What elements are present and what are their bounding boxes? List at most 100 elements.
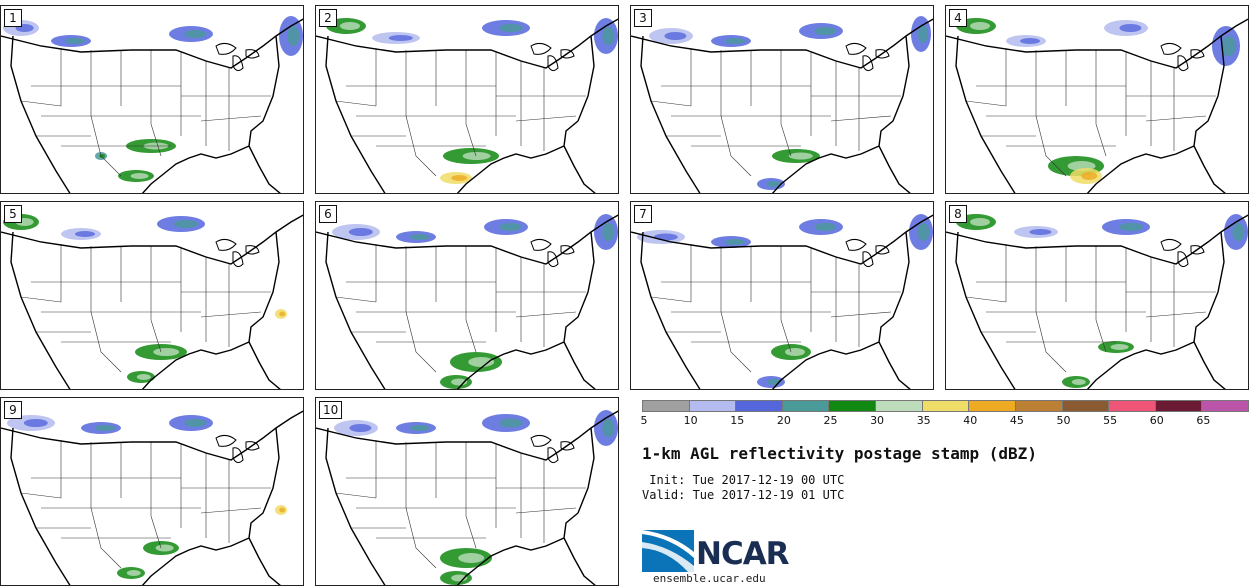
great-lakes — [845, 42, 890, 72]
member-label: 10 — [319, 401, 343, 419]
state-borders — [965, 244, 1216, 373]
reflectivity-core — [917, 223, 930, 241]
ensemble-panel: 4 — [945, 5, 1249, 194]
logo-url: ensemble.ucar.edu — [653, 572, 766, 585]
coastline — [631, 214, 933, 389]
reflectivity-core — [410, 425, 430, 431]
colorbar-tick-label: 50 — [1056, 414, 1071, 427]
member-label: 6 — [319, 205, 337, 223]
reflectivity-map — [631, 16, 933, 193]
reflectivity-core — [153, 348, 180, 356]
valid-time: Valid: Tue 2017-12-19 01 UTC — [642, 488, 845, 502]
coastline — [1, 410, 303, 585]
colorbar-swatch — [875, 400, 923, 412]
reflectivity-core — [468, 357, 495, 367]
state-borders — [335, 244, 586, 373]
west-coastline — [955, 35, 1016, 193]
member-label: 9 — [4, 401, 22, 419]
reflectivity-core — [287, 26, 300, 46]
reflectivity-core — [451, 175, 468, 181]
reflectivity-core — [602, 223, 615, 241]
colorbar-tick-label: 20 — [776, 414, 791, 427]
reflectivity-map — [946, 18, 1248, 193]
ensemble-panel: 5 — [0, 201, 304, 390]
logo-wordmark: NCAR — [696, 536, 790, 572]
member-label: 2 — [319, 9, 337, 27]
state-borders — [650, 244, 901, 373]
reflectivity-core — [23, 419, 48, 427]
reflectivity-core — [785, 348, 805, 356]
west-coastline — [955, 231, 1016, 389]
great-lakes — [530, 434, 575, 464]
colorbar-tick-label: 40 — [963, 414, 978, 427]
reflectivity-map — [1, 214, 303, 389]
colorbar-swatch — [1108, 400, 1156, 412]
colorbar-tick-label: 30 — [870, 414, 885, 427]
reflectivity-core — [410, 234, 430, 240]
reflectivity-core — [75, 231, 95, 237]
reflectivity-core — [814, 223, 837, 231]
figure-title: 1-km AGL reflectivity postage stamp (dBZ… — [642, 444, 1037, 463]
colorbar-swatch — [1061, 400, 1110, 412]
reflectivity-map — [1, 16, 303, 193]
colorbar-swatch — [688, 400, 737, 412]
member-label: 4 — [949, 9, 967, 27]
state-borders — [20, 48, 271, 177]
reflectivity-map — [316, 214, 618, 389]
state-borders — [20, 244, 271, 373]
ensemble-panel: 7 — [630, 201, 934, 390]
reflectivity-core — [130, 173, 149, 179]
great-lakes — [530, 238, 575, 268]
reflectivity-core — [349, 424, 372, 432]
state-borders — [650, 48, 901, 177]
coastline — [946, 18, 1248, 193]
reflectivity-core — [788, 152, 813, 160]
west-coastline — [10, 231, 71, 389]
coastline — [316, 410, 618, 585]
colorbar-swatch — [1201, 400, 1249, 412]
coastline — [316, 18, 618, 193]
reflectivity-core — [602, 419, 615, 437]
ensemble-panel: 6 — [315, 201, 619, 390]
coastline — [631, 18, 933, 193]
colorbar-tick-label: 15 — [730, 414, 745, 427]
reflectivity-core — [814, 27, 837, 35]
reflectivity-core — [388, 35, 413, 41]
reflectivity-core — [458, 553, 485, 563]
great-lakes — [215, 238, 260, 268]
reflectivity-core — [184, 30, 207, 38]
coastline — [316, 214, 618, 389]
reflectivity-core — [279, 507, 286, 513]
reflectivity-core — [1119, 24, 1142, 32]
reflectivity-map — [316, 18, 618, 193]
reflectivity-core — [498, 418, 523, 428]
reflectivity-core — [95, 425, 115, 431]
reflectivity-core — [462, 152, 491, 160]
member-label: 5 — [4, 205, 22, 223]
reflectivity-core — [1029, 229, 1052, 235]
reflectivity-core — [725, 38, 745, 44]
reflectivity-core — [155, 544, 174, 552]
colorbar-swatch — [921, 400, 970, 412]
great-lakes — [215, 42, 260, 72]
great-lakes — [1160, 238, 1205, 268]
reflectivity-core — [918, 25, 928, 43]
colorbar-tick-label: 65 — [1196, 414, 1211, 427]
colorbar-swatch — [1154, 400, 1203, 412]
ensemble-panel: 1 — [0, 5, 304, 194]
colorbar-tick-label: 25 — [823, 414, 838, 427]
colorbar-swatch — [828, 400, 877, 412]
west-coastline — [10, 35, 71, 193]
colorbar-tick-label: 45 — [1009, 414, 1024, 427]
reflectivity-core — [498, 24, 523, 32]
colorbar-swatch — [735, 400, 783, 412]
great-lakes — [845, 238, 890, 268]
ensemble-panel: 8 — [945, 201, 1249, 390]
ncar-swoosh-icon — [642, 530, 694, 572]
west-coastline — [325, 427, 386, 585]
reflectivity-core — [1221, 36, 1236, 56]
colorbar-tick-label: 5 — [640, 414, 648, 427]
coastline — [1, 18, 303, 193]
reflectivity-core — [65, 38, 85, 44]
reflectivity-colorbar: 5 10 15 20 25 30 35 40 45 50 55 60 65 — [640, 400, 1249, 430]
